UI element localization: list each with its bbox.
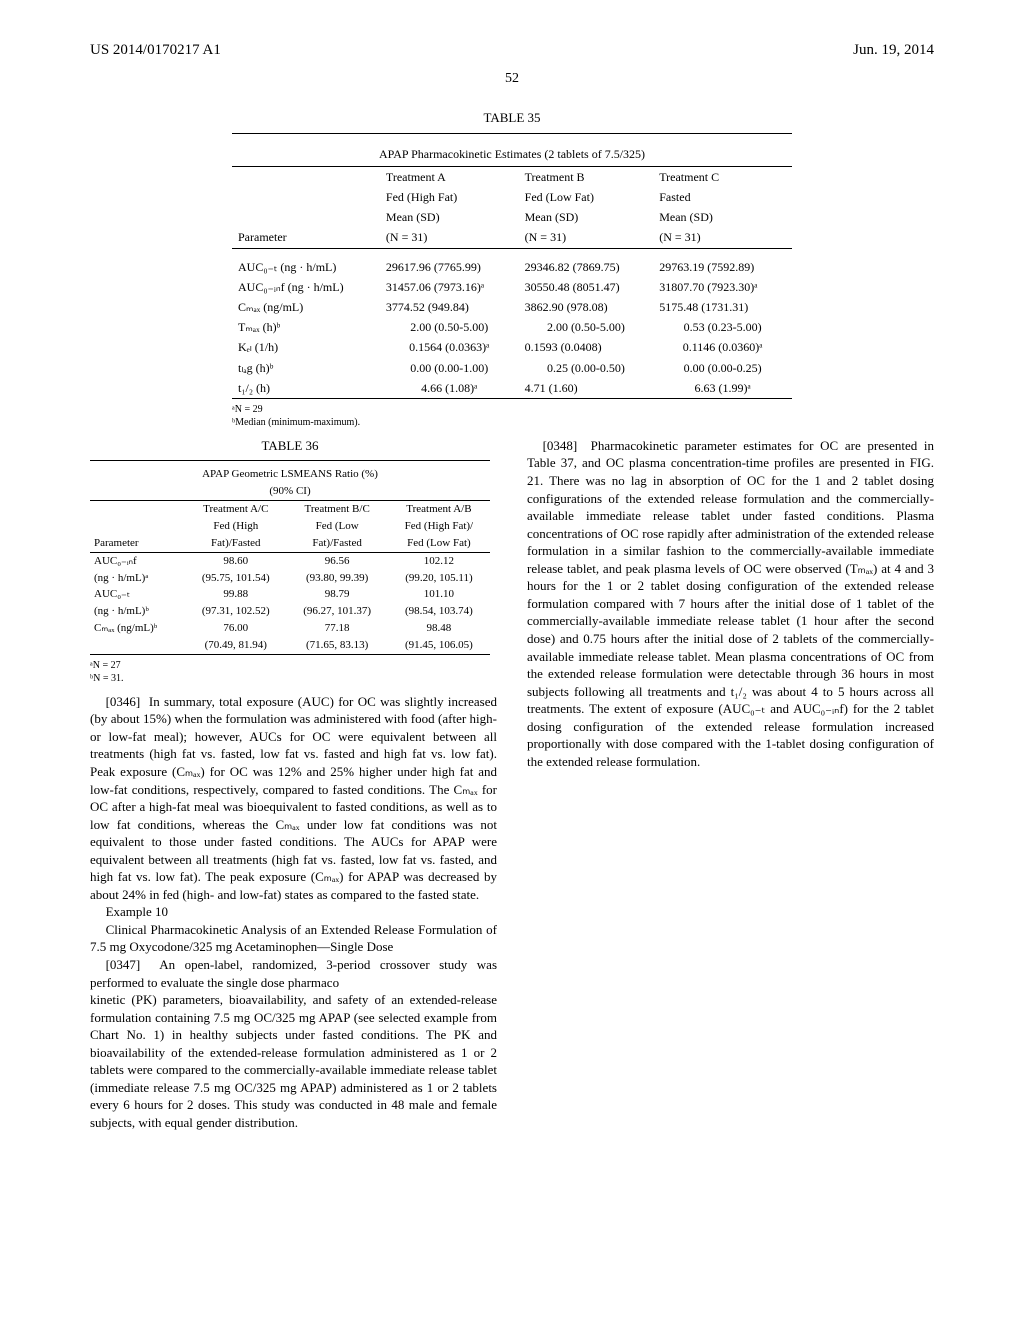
table-row: (ng · h/mL)ᵃ(95.75, 101.54)(93.80, 99.39… — [90, 570, 490, 587]
para-0347b: kinetic (PK) parameters, bioavailability… — [90, 991, 497, 1131]
table-row: Kₑₗ (1/h)0.1564 (0.0363)ᵃ0.1593 (0.0408)… — [232, 337, 792, 357]
para-num: [0347] — [106, 957, 141, 972]
t35-colhead-c3: Mean (SD) — [653, 207, 792, 227]
table-row: Cₘₐₓ (ng/mL)3774.52 (949.84)3862.90 (978… — [232, 297, 792, 317]
page-header: US 2014/0170217 A1 Jun. 19, 2014 — [90, 40, 934, 60]
patent-page: US 2014/0170217 A1 Jun. 19, 2014 52 TABL… — [0, 0, 1024, 1320]
table-row: AUC₀₋ₜ99.8898.79101.10 — [90, 586, 490, 603]
t36-foot-b: ᵇN = 31. — [90, 672, 490, 685]
para-0348: [0348] Pharmacokinetic parameter estimat… — [527, 437, 934, 770]
t36-cap1: APAP Geometric LSMEANS Ratio (%) — [90, 466, 490, 483]
table-row: (70.49, 81.94)(71.65, 83.13)(91.45, 106.… — [90, 637, 490, 654]
t36-a1: Treatment A/C — [185, 501, 286, 518]
table-35-content: APAP Pharmacokinetic Estimates (2 tablet… — [232, 133, 792, 399]
table-35-footnotes: ᵃN = 29 ᵇMedian (minimum-maximum). — [232, 403, 792, 429]
example-10-title: Example 10 — [90, 903, 497, 921]
t35-colhead-a2: Fed (High Fat) — [380, 187, 519, 207]
para-0346-text: In summary, total exposure (AUC) for OC … — [90, 694, 497, 902]
page-number: 52 — [90, 70, 934, 89]
para-num: [0346] — [106, 694, 141, 709]
t36-cap2: (90% CI) — [90, 483, 490, 500]
t36-c1: Treatment A/B — [388, 501, 490, 518]
para-num: [0348] — [543, 438, 578, 453]
table-row: t₁/₂ (h)4.66 (1.08)ᵃ4.71 (1.60)6.63 (1.9… — [232, 378, 792, 399]
example-10-sub: Clinical Pharmacokinetic Analysis of an … — [90, 921, 497, 956]
body-columns: TABLE 36 APAP Geometric LSMEANS Ratio (%… — [90, 437, 934, 1142]
t36-c3: Fed (Low Fat) — [388, 535, 490, 552]
t36-foot-a: ᵃN = 27 — [90, 659, 490, 672]
table-row: Cₘₐₓ (ng/mL)ᵇ76.0077.1898.48 — [90, 620, 490, 637]
t35-colhead-c4: (N = 31) — [653, 227, 792, 248]
t35-colhead-b2: Fed (Low Fat) — [519, 187, 654, 207]
para-0347a: [0347] An open-label, randomized, 3-peri… — [90, 956, 497, 991]
t35-colhead-c1: Treatment C — [653, 166, 792, 187]
table-row: (ng · h/mL)ᵇ(97.31, 102.52)(96.27, 101.3… — [90, 603, 490, 620]
table-row: Tₘₐₓ (h)ᵇ2.00 (0.50-5.00)2.00 (0.50-5.00… — [232, 317, 792, 337]
t36-a3: Fat)/Fasted — [185, 535, 286, 552]
t35-colhead-b4: (N = 31) — [519, 227, 654, 248]
t36-a2: Fed (High — [185, 518, 286, 535]
para-0348-text: Pharmacokinetic parameter estimates for … — [527, 438, 934, 769]
t35-colhead-c2: Fasted — [653, 187, 792, 207]
t35-colhead-param: Parameter — [232, 227, 380, 248]
table-36-title: TABLE 36 — [90, 437, 490, 455]
t35-colhead-a3: Mean (SD) — [380, 207, 519, 227]
t35-foot-b: ᵇMedian (minimum-maximum). — [232, 416, 792, 429]
table-36-footnotes: ᵃN = 27 ᵇN = 31. — [90, 659, 490, 685]
t35-colhead-a1: Treatment A — [380, 166, 519, 187]
patent-number: US 2014/0170217 A1 — [90, 40, 221, 60]
t36-param: Parameter — [90, 535, 185, 552]
table-35-caption: APAP Pharmacokinetic Estimates (2 tablet… — [232, 142, 792, 167]
table-36: TABLE 36 APAP Geometric LSMEANS Ratio (%… — [90, 437, 490, 685]
t36-b1: Treatment B/C — [286, 501, 387, 518]
para-0347a-text: An open-label, randomized, 3-period cros… — [90, 957, 497, 990]
t36-c2: Fed (High Fat)/ — [388, 518, 490, 535]
t35-foot-a: ᵃN = 29 — [232, 403, 792, 416]
t35-colhead-b3: Mean (SD) — [519, 207, 654, 227]
table-row: AUC₀₋ₜ (ng · h/mL)29617.96 (7765.99)2934… — [232, 257, 792, 277]
t36-b2: Fed (Low — [286, 518, 387, 535]
table-row: AUC₀₋ᵢₙf98.6096.56102.12 — [90, 552, 490, 569]
patent-date: Jun. 19, 2014 — [853, 40, 934, 60]
t35-colhead-a4: (N = 31) — [380, 227, 519, 248]
table-row: AUC₀₋ᵢₙf (ng · h/mL)31457.06 (7973.16)ᵃ3… — [232, 277, 792, 297]
table-36-content: APAP Geometric LSMEANS Ratio (%) (90% CI… — [90, 460, 490, 654]
table-35-title: TABLE 35 — [232, 109, 792, 127]
t36-b3: Fat)/Fasted — [286, 535, 387, 552]
table-row: tₗₐg (h)ᵇ0.00 (0.00-1.00)0.25 (0.00-0.50… — [232, 358, 792, 378]
t35-colhead-b1: Treatment B — [519, 166, 654, 187]
table-35: TABLE 35 APAP Pharmacokinetic Estimates … — [232, 109, 792, 429]
para-0346: [0346] In summary, total exposure (AUC) … — [90, 693, 497, 904]
